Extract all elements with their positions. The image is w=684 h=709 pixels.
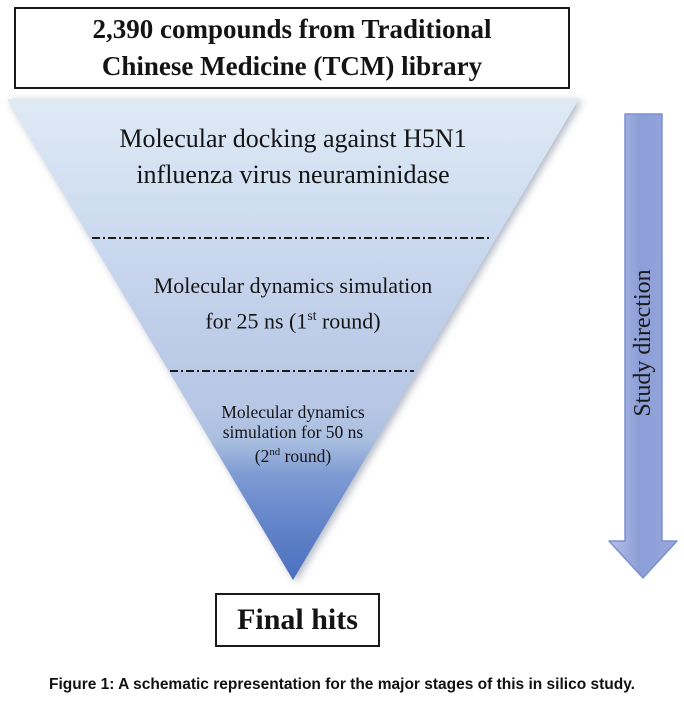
stage3-line2: simulation for 50 ns (222, 422, 364, 442)
stage3-line3: (2nd round) (254, 445, 332, 466)
tcm-library-label: 2,390 compounds from Traditional Chinese… (92, 14, 492, 81)
stage1-line1: Molecular docking against H5N1 (119, 124, 467, 153)
tcm-library-box: 2,390 compounds from Traditional Chinese… (14, 7, 570, 89)
funnel-stage-docking: Molecular docking against H5N1 influenza… (53, 121, 533, 193)
stage3-line1: Molecular dynamics (221, 402, 365, 422)
ordinal-superscript: st (307, 308, 317, 323)
final-hits-label: Final hits (237, 603, 358, 636)
divider-dashdot-2 (170, 370, 414, 372)
divider-dashdot-1 (92, 237, 492, 239)
funnel-stage-md-25ns: Molecular dynamics simulation for 25 ns … (93, 271, 493, 336)
study-direction-arrow-icon (608, 113, 678, 579)
stage1-line2: influenza virus neuraminidase (136, 160, 450, 189)
stage2-line2: for 25 ns (1st round) (205, 308, 381, 334)
stage2-line1: Molecular dynamics simulation (153, 273, 433, 298)
study-direction-label: Study direction (630, 269, 656, 417)
final-hits-box: Final hits (215, 593, 380, 647)
funnel-stage-md-50ns: Molecular dynamics simulation for 50 ns … (163, 402, 423, 466)
figure-caption: Figure 1: A schematic representation for… (49, 676, 635, 693)
ordinal-superscript: nd (269, 446, 281, 458)
funnel-shadow-wrap (7, 99, 579, 580)
